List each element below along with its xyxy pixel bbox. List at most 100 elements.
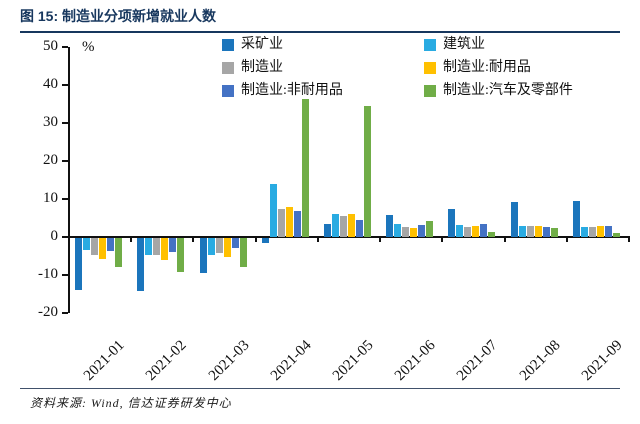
bar-制造业:汽车及零部件-2021-01 xyxy=(115,238,123,267)
bar-采矿业-2021-02 xyxy=(137,238,145,292)
y-axis xyxy=(68,47,70,313)
bar-制造业:耐用品-2021-05 xyxy=(348,213,355,237)
y-axis-tick-label: 20 xyxy=(43,152,58,168)
x-axis-tick xyxy=(130,237,133,242)
x-axis-tick xyxy=(628,237,630,242)
bar-建筑业-2021-08 xyxy=(518,225,526,237)
bar-制造业:耐用品-2021-08 xyxy=(534,225,542,237)
y-axis-tick-label: -10 xyxy=(38,266,58,282)
bar-制造业:非耐用品-2021-02 xyxy=(169,238,177,253)
bar-建筑业-2021-07 xyxy=(456,224,464,237)
bar-制造业-2021-03 xyxy=(215,238,223,253)
legend-swatch-icon xyxy=(424,39,436,51)
bar-采矿业-2021-06 xyxy=(386,214,394,237)
bar-制造业-2021-05 xyxy=(340,216,347,237)
bar-建筑业-2021-02 xyxy=(145,238,153,256)
y-axis-tick xyxy=(62,236,68,238)
legend-label: 制造业:汽车及零部件 xyxy=(443,83,573,98)
bar-制造业:耐用品-2021-04 xyxy=(285,207,293,237)
legend-item: 制造业:耐用品 xyxy=(424,61,531,75)
y-axis-tick-label: -20 xyxy=(38,304,58,320)
x-axis-baseline xyxy=(68,236,630,238)
bar-制造业-2021-09 xyxy=(588,226,596,237)
bar-采矿业-2021-01 xyxy=(75,238,83,291)
bar-制造业:非耐用品-2021-08 xyxy=(542,226,550,237)
bar-制造业-2021-07 xyxy=(464,226,472,237)
bar-制造业:非耐用品-2021-03 xyxy=(231,238,239,248)
legend-label: 采矿业 xyxy=(241,37,283,52)
bar-制造业:汽车及零部件-2021-08 xyxy=(550,227,558,237)
y-axis-tick xyxy=(62,198,68,200)
figure-title: 图 15: 制造业分项新增就业人数 xyxy=(20,8,217,24)
bar-采矿业-2021-03 xyxy=(199,238,207,274)
bar-制造业:汽车及零部件-2021-05 xyxy=(364,105,371,237)
bar-采矿业-2021-08 xyxy=(510,202,518,237)
x-axis-tick xyxy=(503,237,506,242)
y-axis-tick xyxy=(62,274,68,276)
bar-制造业:汽车及零部件-2021-07 xyxy=(488,232,496,237)
y-axis-tick-label: 30 xyxy=(43,114,58,130)
x-axis-tick xyxy=(316,237,319,242)
legend-swatch-icon xyxy=(222,85,234,97)
y-axis-unit-label: % xyxy=(82,39,95,55)
bar-制造业:汽车及零部件-2021-06 xyxy=(426,220,434,237)
y-axis-tick-label: 0 xyxy=(50,228,59,244)
legend-item: 制造业:汽车及零部件 xyxy=(424,84,573,98)
legend-swatch-icon xyxy=(222,39,234,51)
bar-制造业:汽车及零部件-2021-02 xyxy=(177,238,185,273)
x-axis-tick xyxy=(379,237,382,242)
bar-制造业-2021-08 xyxy=(526,225,534,237)
bar-制造业:耐用品-2021-07 xyxy=(472,225,480,237)
bar-采矿业-2021-05 xyxy=(324,224,331,237)
bar-制造业-2021-04 xyxy=(277,208,285,237)
x-axis-tick xyxy=(565,237,568,242)
bar-制造业:耐用品-2021-02 xyxy=(161,238,169,261)
bar-制造业:汽车及零部件-2021-09 xyxy=(612,233,620,237)
bar-制造业:耐用品-2021-09 xyxy=(596,226,604,237)
bar-制造业:非耐用品-2021-05 xyxy=(356,219,363,237)
bar-制造业-2021-02 xyxy=(153,238,161,256)
y-axis-tick-label: 10 xyxy=(43,190,58,206)
bar-建筑业-2021-01 xyxy=(83,238,91,251)
bar-采矿业-2021-07 xyxy=(448,209,456,237)
bar-制造业:非耐用品-2021-07 xyxy=(480,224,488,237)
bar-制造业-2021-01 xyxy=(91,238,99,256)
legend-item: 采矿业 xyxy=(222,38,283,52)
bar-建筑业-2021-09 xyxy=(580,227,588,237)
legend-label: 制造业 xyxy=(241,60,283,75)
bar-制造业:非耐用品-2021-06 xyxy=(418,224,426,237)
y-axis-tick xyxy=(62,160,68,162)
legend-item: 建筑业 xyxy=(424,38,485,52)
bar-制造业:耐用品-2021-01 xyxy=(99,238,107,260)
bar-采矿业-2021-09 xyxy=(572,201,580,237)
bar-采矿业-2021-04 xyxy=(261,238,269,243)
legend-label: 建筑业 xyxy=(443,37,485,52)
legend-label: 制造业:耐用品 xyxy=(443,60,531,75)
title-divider xyxy=(20,31,620,33)
y-axis-tick-label: 40 xyxy=(43,76,58,92)
bar-制造业:非耐用品-2021-01 xyxy=(107,238,115,252)
y-axis-tick-label: 50 xyxy=(43,38,58,54)
y-axis-tick xyxy=(62,122,68,124)
bar-制造业-2021-06 xyxy=(402,227,410,237)
x-axis-tick xyxy=(192,237,195,242)
x-axis-tick xyxy=(254,237,257,242)
bar-制造业:非耐用品-2021-04 xyxy=(293,211,301,237)
bar-制造业:耐用品-2021-03 xyxy=(223,238,231,257)
x-axis-tick xyxy=(441,237,444,242)
legend-item: 制造业:非耐用品 xyxy=(222,84,343,98)
bar-制造业:汽车及零部件-2021-03 xyxy=(239,238,247,267)
bar-制造业:非耐用品-2021-09 xyxy=(604,225,612,237)
bar-建筑业-2021-06 xyxy=(394,224,402,237)
legend-swatch-icon xyxy=(222,62,234,74)
bar-建筑业-2021-03 xyxy=(207,238,215,256)
bar-建筑业-2021-05 xyxy=(332,214,339,237)
legend-item: 制造业 xyxy=(222,61,283,75)
legend-swatch-icon xyxy=(424,85,436,97)
legend-label: 制造业:非耐用品 xyxy=(241,83,343,98)
y-axis-tick xyxy=(62,312,68,314)
y-axis-tick xyxy=(62,84,68,86)
source-note: 资料来源: Wind, 信达证券研发中心 xyxy=(30,396,232,410)
bar-制造业:耐用品-2021-06 xyxy=(410,227,418,237)
